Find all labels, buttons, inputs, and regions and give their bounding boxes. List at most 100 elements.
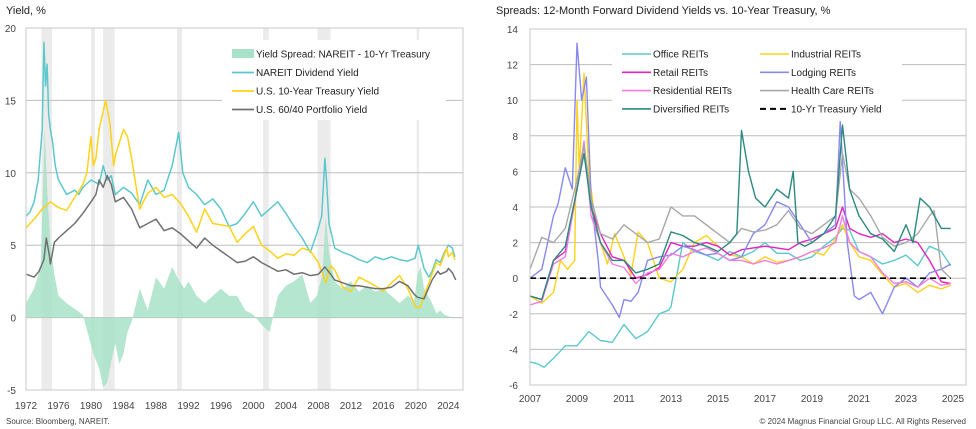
x-tick-label: 2025 [942,394,965,405]
series-diversified-reits [529,124,951,301]
right-chart: Spreads: 12-Month Forward Dividend Yield… [496,5,967,426]
x-tick-label: 2012 [340,401,363,412]
x-tick-label: 2007 [519,394,542,405]
series-residential-reits [529,140,951,306]
legend-item: Yield Spread: NAREIT - 10-Yr Treasury [232,49,430,61]
x-tick-label: 2011 [613,394,635,405]
y-tick-label: 5 [10,241,16,252]
left-source-note: Source: Bloomberg, NAREIT. [6,417,110,426]
y-tick-label: 20 [5,24,17,35]
x-tick-label: 2008 [307,401,330,412]
recession-band [103,28,115,390]
y-tick-label: -4 [509,345,518,356]
recession-band [90,28,96,390]
legend-item: Industrial REITs [760,50,861,61]
x-tick-label: 2024 [437,401,460,412]
x-tick-label: 2016 [372,401,395,412]
legend-item: NAREIT Dividend Yield [232,68,359,79]
series-health-care-reits [529,143,952,279]
y-tick-label: -6 [509,381,518,392]
x-tick-label: 2015 [707,394,730,405]
recession-band [263,28,269,390]
series-u-s-60-40-portfolio-yield [25,174,457,300]
right-legend: Office REITs Industrial REITs Retail REITs… [612,42,902,116]
y-tick-label: 8 [512,132,518,143]
left-plot-frame [25,27,464,391]
right-series-lines [529,42,952,368]
x-tick-label: 2004 [275,401,298,412]
legend-item: U.S. 10-Year Treasury Yield [232,87,379,98]
y-tick-label: -2 [509,310,518,321]
right-plot-frame [529,28,967,386]
series-nareit-dividend-yield [25,41,456,278]
series-industrial-reits [529,72,951,304]
legend-label: Retail REITs [653,68,708,79]
legend-item: Lodging REITs [760,68,856,79]
series-office-reits [529,227,952,368]
legend-label: Industrial REITs [791,50,861,61]
y-tick-label: -5 [7,386,16,397]
x-tick-label: 2000 [242,401,265,412]
right-x-tick-labels: 2007 2009 2011 2013 2015 2017 2019 2021 2023 2025 [519,394,965,405]
x-tick-label: 1996 [210,401,233,412]
series-lodging-reits [529,42,952,319]
legend-label: U.S. 10-Year Treasury Yield [256,87,379,98]
y-tick-label: 12 [507,61,519,72]
legend-label: U.S. 60/40 Portfolio Yield [256,105,367,116]
y-tick-label: 14 [507,25,519,36]
x-tick-label: 2017 [754,394,777,405]
left-chart: Yield, % -5 0 5 10 15 20 1972 1976 1980 1984 1988… [5,5,464,426]
x-tick-label: 2019 [801,394,824,405]
x-tick-label: 2023 [895,394,918,405]
x-tick-label: 1980 [80,401,103,412]
y-tick-label: 6 [512,167,518,178]
legend-item: Health Care REITs [760,86,874,97]
legend-item: Residential REITs [622,86,732,97]
legend-background [612,42,902,116]
x-tick-label: 2020 [405,401,428,412]
x-tick-label: 2009 [566,394,589,405]
copyright-note: © 2024 Magnus Financial Group LLC. All R… [760,417,966,426]
y-tick-label: 4 [512,203,518,214]
y-tick-label: 10 [507,96,519,107]
left-legend: Yield Spread: NAREIT - 10-Yr Treasury NAR… [222,40,446,120]
y-tick-label: 2 [512,239,518,250]
x-tick-label: 1972 [15,401,38,412]
y-tick-label: 15 [5,96,17,107]
x-tick-label: 1984 [112,401,135,412]
legend-label: Office REITs [653,50,708,61]
recession-band [177,28,182,390]
legend-item: Retail REITs [622,68,708,79]
left-x-tick-labels: 1972 1976 1980 1984 1988 1992 1996 2000 2004 2008… [15,401,460,412]
series-retail-reits [529,143,951,301]
legend-item: Office REITs [622,50,708,61]
recession-band [416,28,420,390]
left-chart-title: Yield, % [6,5,46,17]
legend-label: Diversified REITs [653,104,729,115]
legend-item: U.S. 60/40 Portfolio Yield [232,105,367,116]
legend-label: Residential REITs [653,86,732,97]
x-tick-label: 1976 [47,401,70,412]
legend-swatch [232,49,254,58]
x-tick-label: 1992 [177,401,200,412]
legend-item: Diversified REITs [622,104,729,115]
legend-label: Yield Spread: NAREIT - 10-Yr Treasury [256,50,430,61]
legend-label: NAREIT Dividend Yield [256,68,359,79]
x-tick-label: 2021 [848,394,871,405]
series-u-s-10-year-treasury-yield [25,99,456,309]
x-tick-label: 2013 [660,394,683,405]
right-chart-title: Spreads: 12-Month Forward Dividend Yield… [496,5,831,17]
legend-label: Lodging REITs [791,68,856,79]
y-tick-label: 10 [5,169,17,180]
legend-label: Health Care REITs [791,86,874,97]
y-tick-label: 0 [512,274,518,285]
y-tick-label: 0 [10,314,16,325]
legend-label: 10-Yr Treasury Yield [791,104,882,115]
right-y-tick-labels: -6 -4 -2 0 2 4 6 8 10 12 14 [507,25,519,392]
left-series-lines [25,41,457,309]
legend-item: 10-Yr Treasury Yield [760,104,882,115]
legend-background [222,40,446,120]
x-tick-label: 1988 [145,401,168,412]
left-y-tick-labels: -5 0 5 10 15 20 [5,24,17,397]
